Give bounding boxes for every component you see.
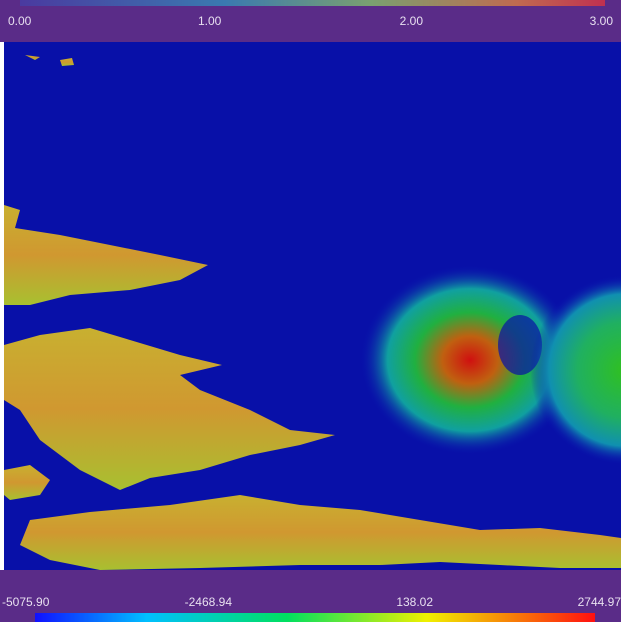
visualization: 0.00 1.00 2.00 3.00 -5075.90 -2468.94 138.02 2… bbox=[0, 0, 621, 622]
bottom-gradient bbox=[35, 613, 595, 622]
colorbar-label: 2744.97 bbox=[578, 595, 621, 609]
colorbar-label: 1.00 bbox=[198, 14, 222, 28]
colorbar-label: 3.00 bbox=[590, 14, 614, 28]
top-bar bbox=[0, 0, 621, 42]
colorbar-label: -5075.90 bbox=[2, 595, 50, 609]
colorbar-label: -2468.94 bbox=[185, 595, 233, 609]
colorbar-label: 138.02 bbox=[396, 595, 433, 609]
top-gradient bbox=[20, 0, 605, 6]
colorbar-label: 0.00 bbox=[8, 14, 32, 28]
colorbar-label: 2.00 bbox=[400, 14, 424, 28]
